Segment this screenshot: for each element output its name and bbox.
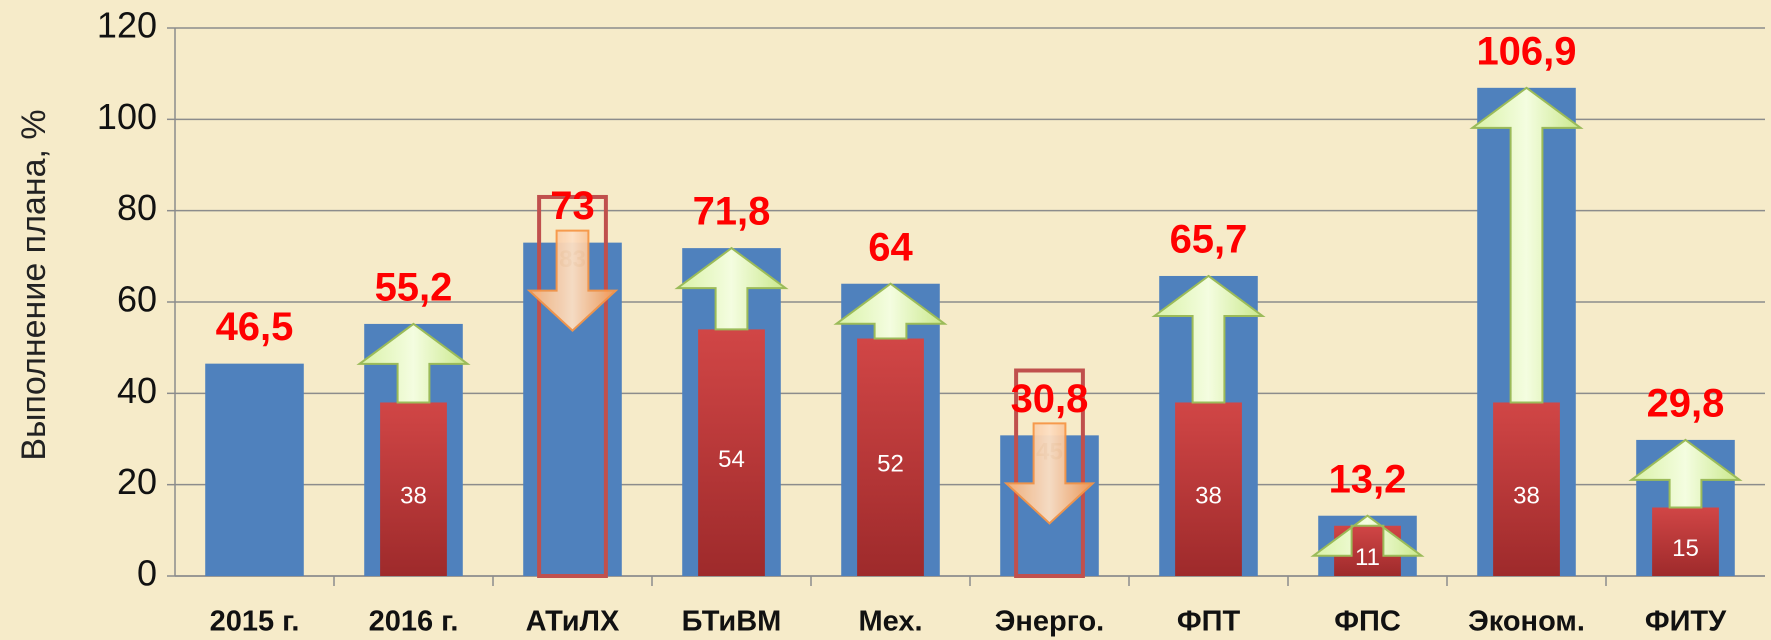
value-label: 106,9	[1476, 29, 1576, 73]
value-label: 55,2	[375, 265, 453, 309]
up-arrow	[1310, 514, 1425, 557]
bar	[205, 363, 304, 576]
inner-label: 38	[1195, 483, 1222, 510]
inner-bar	[1175, 402, 1242, 576]
x-tick-label: БТиВМ	[682, 606, 782, 638]
y-axis-label: Выполнение плана, %	[15, 109, 53, 460]
y-tick-label: 60	[117, 279, 157, 320]
inner-bar	[698, 329, 765, 576]
up-arrow	[674, 246, 789, 331]
plan-box	[537, 194, 608, 578]
inner-label: 38	[1513, 483, 1540, 510]
value-label: 71,8	[693, 190, 771, 234]
inner-bar	[1652, 507, 1719, 576]
x-tick-label: ФИТУ	[1645, 606, 1727, 638]
value-label: 65,7	[1170, 218, 1248, 262]
inner-bar	[1493, 402, 1560, 576]
down-arrow	[526, 229, 619, 332]
value-label: 13,2	[1329, 457, 1407, 501]
value-label: 64	[868, 225, 913, 269]
inner-label: 15	[1672, 535, 1699, 562]
value-label: 73	[550, 184, 595, 228]
value-label: 30,8	[1011, 377, 1089, 421]
x-tick-label: Эконом.	[1468, 606, 1585, 638]
value-label: 46,5	[216, 305, 294, 349]
x-tick-label: ФПС	[1334, 606, 1401, 638]
x-tick-label: ФПТ	[1177, 606, 1241, 638]
inner-bar	[380, 402, 447, 576]
inner-bar	[857, 338, 924, 576]
x-tick-label: Энерго.	[995, 606, 1104, 638]
up-arrow	[833, 282, 948, 340]
x-tick-label: 2016 г.	[369, 606, 459, 638]
inner-label: 38	[400, 483, 427, 510]
inner-label: 54	[718, 446, 745, 473]
y-tick-label: 100	[97, 96, 157, 137]
up-arrow	[1469, 86, 1584, 404]
x-tick-label: 2015 г.	[210, 606, 300, 638]
x-tick-label: АТиЛХ	[526, 606, 620, 638]
plan-box	[1014, 368, 1085, 578]
up-arrow	[1151, 274, 1266, 404]
y-tick-label: 0	[137, 553, 157, 594]
y-tick-label: 120	[97, 5, 157, 46]
down-arrow	[1003, 422, 1096, 525]
value-label: 29,8	[1647, 381, 1725, 425]
x-tick-label: Мех.	[858, 606, 922, 638]
y-tick-label: 80	[117, 187, 157, 228]
y-tick-label: 40	[117, 370, 157, 411]
inner-label: 52	[877, 451, 904, 478]
y-tick-label: 20	[117, 461, 157, 502]
up-arrow	[1628, 438, 1743, 509]
inner-label: 11	[1355, 544, 1380, 571]
up-arrow	[356, 322, 471, 404]
